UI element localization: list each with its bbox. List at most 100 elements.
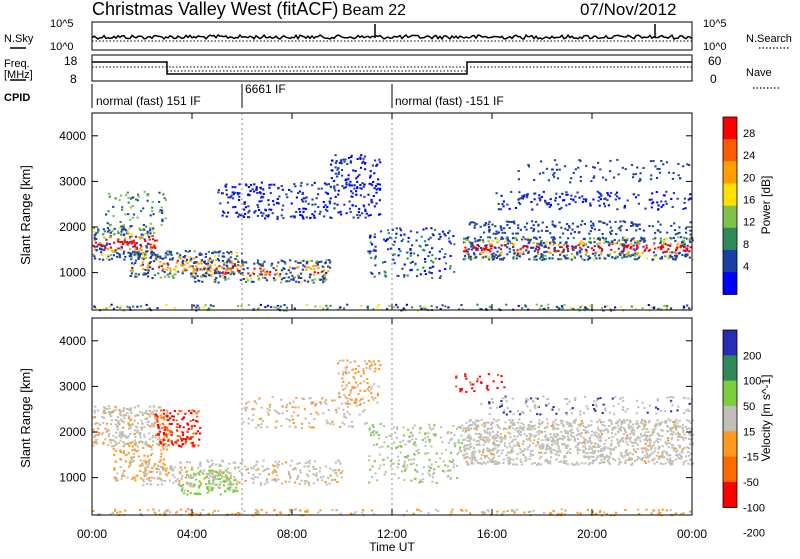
velocity-cell xyxy=(397,463,399,465)
power-cell xyxy=(417,254,419,256)
velocity-cell xyxy=(245,403,247,405)
power-cell xyxy=(635,173,637,175)
velocity-cell xyxy=(534,462,536,464)
power-cell xyxy=(431,254,433,256)
power-cell xyxy=(656,191,658,193)
power-cell xyxy=(615,221,617,223)
velocity-cell xyxy=(168,444,170,446)
velocity-cell xyxy=(640,422,642,424)
power-cell xyxy=(120,221,122,223)
velocity-cell xyxy=(321,479,323,481)
velocity-cell xyxy=(654,428,656,430)
velocity-cell xyxy=(371,476,373,478)
power-cell xyxy=(149,227,151,229)
velocity-cell xyxy=(203,470,205,472)
power-cell xyxy=(362,158,364,160)
velocity-cell xyxy=(542,446,544,448)
velocity-cell xyxy=(282,412,284,414)
velocity-cell xyxy=(378,438,380,440)
power-cell xyxy=(232,265,234,267)
velocity-cell xyxy=(645,457,647,459)
power-cell xyxy=(130,255,132,257)
velocity-cell xyxy=(529,428,531,430)
power-cell xyxy=(520,229,522,231)
velocity-cell xyxy=(469,457,471,459)
velocity-cell xyxy=(186,494,188,496)
power-cell xyxy=(602,237,604,239)
power-cell xyxy=(253,191,255,193)
velocity-cell xyxy=(296,478,298,480)
velocity-cell xyxy=(168,472,170,474)
velocity-cell xyxy=(427,452,429,454)
power-cell xyxy=(350,156,352,158)
velocity-cell xyxy=(198,480,200,482)
power-cell xyxy=(174,273,176,275)
velocity-cell xyxy=(306,480,308,482)
power-cell xyxy=(539,199,541,201)
power-cell xyxy=(487,236,489,238)
velocity-cell xyxy=(244,465,246,467)
velocity-cell xyxy=(108,405,110,407)
power-cell xyxy=(318,188,320,190)
power-cell xyxy=(560,227,562,229)
power-cell xyxy=(616,192,618,194)
nave-tick-bottom: 0 xyxy=(710,72,717,86)
power-cell xyxy=(575,247,577,249)
velocity-cell xyxy=(136,475,138,477)
velocity-cell xyxy=(256,461,258,463)
velocity-cell xyxy=(159,473,161,475)
velocity-cell xyxy=(199,462,201,464)
velocity-cell xyxy=(324,401,326,403)
power-cell xyxy=(264,217,266,219)
velocity-cell xyxy=(416,464,418,466)
power-cell xyxy=(683,242,685,244)
power-cell xyxy=(579,250,581,252)
velocity-cell xyxy=(186,461,188,463)
velocity-cell xyxy=(581,432,583,434)
power-cell xyxy=(121,246,123,248)
power-cell xyxy=(533,259,535,261)
power-cell xyxy=(657,221,659,223)
power-cell xyxy=(660,201,662,203)
velocity-cell xyxy=(659,439,661,441)
power-cell xyxy=(593,237,595,239)
velocity-cell xyxy=(488,449,490,451)
power-cell xyxy=(491,245,493,247)
power-cell xyxy=(581,305,583,307)
power-cell xyxy=(129,307,131,309)
velocity-cell xyxy=(629,421,631,423)
velocity-cell xyxy=(342,409,344,411)
velocity-cell xyxy=(354,402,356,404)
velocity-cell xyxy=(121,435,123,437)
power-cell xyxy=(419,305,421,307)
velocity-cell xyxy=(308,484,310,486)
velocity-cell xyxy=(403,463,405,465)
velocity-cell xyxy=(466,448,468,450)
power-cell xyxy=(184,268,186,270)
velocity-cell xyxy=(132,441,134,443)
velocity-cell xyxy=(134,436,136,438)
velocity-cell xyxy=(564,430,566,432)
power-cell xyxy=(135,260,137,262)
power-cell xyxy=(506,253,508,255)
velocity-cell xyxy=(480,419,482,421)
power-cell xyxy=(276,218,278,220)
power-cell xyxy=(278,203,280,205)
power-cell xyxy=(329,267,331,269)
velocity-cell xyxy=(151,453,153,455)
power-cell xyxy=(103,249,105,251)
velocity-cell xyxy=(471,424,473,426)
power-cell xyxy=(636,244,638,246)
power-cell xyxy=(563,304,565,306)
velocity-cell xyxy=(434,435,436,437)
power-cell xyxy=(476,304,478,306)
velocity-cell xyxy=(415,438,417,440)
power-cell xyxy=(357,217,359,219)
velocity-cell xyxy=(590,452,592,454)
power-cell xyxy=(652,201,654,203)
power-cell xyxy=(207,263,209,265)
velocity-cell xyxy=(216,478,218,480)
power-cell xyxy=(534,250,536,252)
power-cell xyxy=(448,237,450,239)
velocity-cell xyxy=(102,442,104,444)
